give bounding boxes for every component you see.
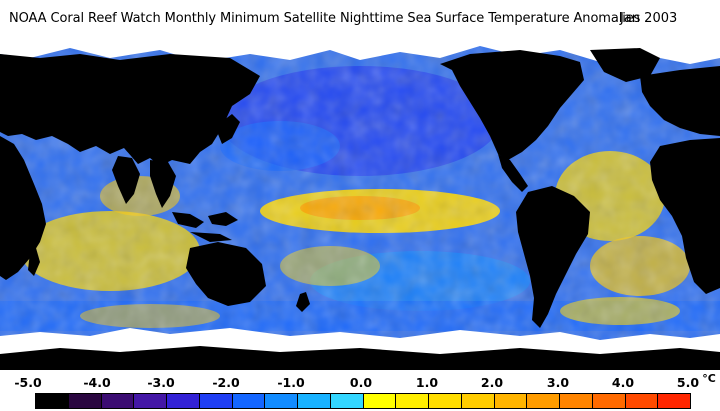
legend-swatch bbox=[134, 394, 167, 408]
title-bar: NOAA Coral Reef Watch Monthly Minimum Sa… bbox=[0, 0, 720, 36]
legend-swatch bbox=[363, 394, 397, 408]
legend-labels: -5.0 -4.0 -3.0 -2.0 -1.0 0.0 1.0 2.0 3.0… bbox=[0, 372, 720, 393]
legend-tick: -5.0 bbox=[14, 375, 42, 390]
legend-swatch bbox=[68, 394, 102, 408]
legend-tick: -2.0 bbox=[212, 375, 240, 390]
legend-swatch bbox=[265, 394, 298, 408]
legend-swatch bbox=[101, 394, 135, 408]
legend-tick: 5.0 bbox=[676, 375, 700, 390]
legend-tick: 2.0 bbox=[480, 375, 504, 390]
legend-tick: 1.0 bbox=[415, 375, 439, 390]
legend-swatch bbox=[625, 394, 659, 408]
legend-swatch bbox=[298, 394, 331, 408]
map-title: NOAA Coral Reef Watch Monthly Minimum Sa… bbox=[9, 11, 641, 26]
legend-unit: °C bbox=[702, 372, 716, 385]
antarctica bbox=[0, 346, 720, 370]
legend-swatch bbox=[592, 394, 626, 408]
color-legend bbox=[35, 393, 691, 409]
legend-swatch bbox=[461, 394, 495, 408]
legend-swatch bbox=[396, 394, 429, 408]
legend-swatch bbox=[330, 394, 364, 408]
legend-swatch bbox=[429, 394, 462, 408]
legend-swatch bbox=[232, 394, 266, 408]
legend-tick: -3.0 bbox=[147, 375, 175, 390]
legend-swatch bbox=[527, 394, 560, 408]
legend-swatch bbox=[199, 394, 233, 408]
legend-swatch bbox=[560, 394, 593, 408]
legend-tick: 0.0 bbox=[349, 375, 373, 390]
map-date: Jan 2003 bbox=[620, 11, 678, 26]
legend-tick: -4.0 bbox=[83, 375, 111, 390]
legend-tick: -1.0 bbox=[277, 375, 305, 390]
sst-anomaly-map bbox=[0, 36, 720, 370]
land bbox=[0, 48, 720, 328]
legend-swatch bbox=[167, 394, 200, 408]
legend-swatch bbox=[494, 394, 528, 408]
legend-tick: 3.0 bbox=[546, 375, 570, 390]
legend-swatch bbox=[658, 394, 690, 408]
legend-tick: 4.0 bbox=[611, 375, 635, 390]
legend-swatch bbox=[36, 394, 69, 408]
